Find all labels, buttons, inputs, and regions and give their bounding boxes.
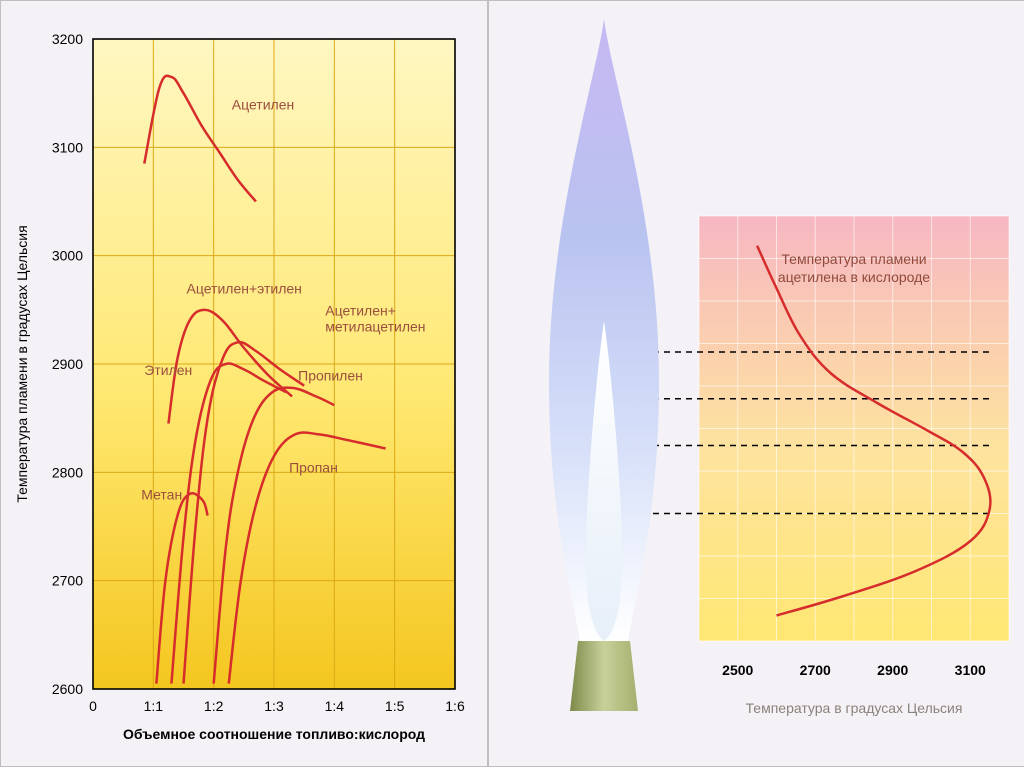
svg-text:2600: 2600: [52, 681, 83, 697]
svg-text:Метан: Метан: [141, 486, 182, 502]
svg-text:Пропан: Пропан: [289, 459, 338, 475]
svg-text:2700: 2700: [800, 662, 831, 678]
svg-text:Пропилен: Пропилен: [298, 367, 363, 383]
svg-text:Этилен: Этилен: [144, 362, 192, 378]
left-chart: Ацетилен Ацетилен+этилен Ацетилен+метилаце…: [1, 1, 487, 768]
right-x-ticks: 2500 2700 2900 3100: [722, 662, 986, 678]
svg-text:1:5: 1:5: [385, 698, 405, 714]
svg-text:1:1: 1:1: [144, 698, 164, 714]
svg-text:2800: 2800: [52, 464, 83, 480]
svg-text:3100: 3100: [955, 662, 986, 678]
svg-text:Ацетилен+: Ацетилен+: [325, 302, 396, 318]
right-panel: Температура пламениацетилена в кислороде…: [488, 0, 1024, 767]
svg-text:Ацетилен+этилен: Ацетилен+этилен: [187, 281, 302, 297]
svg-text:2900: 2900: [52, 356, 83, 372]
flame-illustration: [549, 19, 659, 711]
svg-text:2700: 2700: [52, 573, 83, 589]
right-chart: Температура пламениацетилена в кислороде…: [489, 1, 1024, 768]
svg-text:3000: 3000: [52, 248, 83, 264]
svg-text:2900: 2900: [877, 662, 908, 678]
svg-text:3200: 3200: [52, 31, 83, 47]
x-ticks: 0 1:1 1:2 1:3 1:4 1:5 1:6: [89, 698, 465, 714]
svg-text:1:2: 1:2: [204, 698, 224, 714]
svg-text:2500: 2500: [722, 662, 753, 678]
svg-text:метилацетилен: метилацетилен: [325, 318, 425, 334]
svg-text:0: 0: [89, 698, 97, 714]
svg-text:1:3: 1:3: [264, 698, 284, 714]
svg-text:1:4: 1:4: [325, 698, 345, 714]
x-axis-label: Объемное соотношение топливо:кислород: [123, 726, 425, 742]
y-ticks: 2600 2700 2800 2900 3000 3100 3200: [52, 31, 83, 697]
right-x-axis-label: Температура в градусах Цельсия: [746, 700, 963, 716]
svg-text:1:6: 1:6: [445, 698, 465, 714]
left-panel: Ацетилен Ацетилен+этилен Ацетилен+метилаце…: [0, 0, 488, 767]
svg-text:3100: 3100: [52, 139, 83, 155]
torch-nozzle: [570, 641, 638, 711]
y-axis-label: Температура пламени в градусах Цельсия: [14, 225, 30, 502]
svg-text:Ацетилен: Ацетилен: [232, 96, 294, 112]
